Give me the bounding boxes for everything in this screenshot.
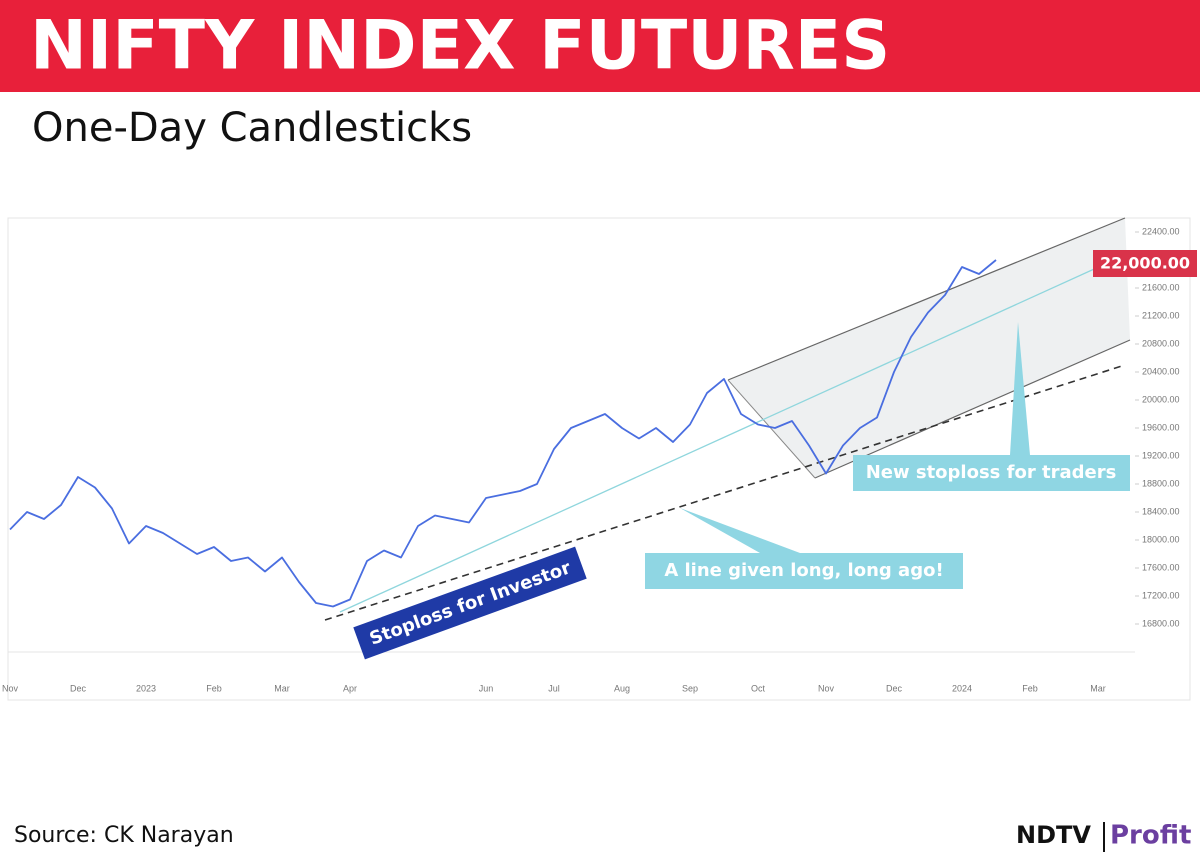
y-tick-label: 17200.00: [1142, 590, 1180, 600]
x-tick-label: Apr: [343, 683, 357, 693]
annotation-box: [645, 553, 963, 589]
annotation-group: Stoploss for Investor: [353, 546, 587, 660]
x-tick-label: Dec: [70, 683, 87, 693]
annotation: A line given long, long ago!: [664, 560, 943, 581]
x-tick-label: Aug: [614, 683, 630, 693]
x-tick-label: Sep: [682, 683, 698, 693]
channel-upper: [727, 217, 1126, 381]
y-tick-label: 21600.00: [1142, 282, 1180, 292]
x-tick-label: 2023: [136, 683, 156, 693]
price-tag-label: 22,000.00: [1100, 254, 1190, 273]
x-tick-label: Dec: [886, 683, 903, 693]
x-tick-label: Oct: [751, 683, 766, 693]
plot-frame: [7, 217, 1191, 701]
chart-title: NIFTY INDEX FUTURES: [30, 7, 890, 86]
x-tick-label: Mar: [1090, 683, 1106, 693]
x-tick-label: Nov: [818, 683, 835, 693]
price-tag: [1093, 250, 1197, 277]
y-tick-label: 19600.00: [1142, 422, 1180, 432]
x-tick-label: Jun: [479, 683, 494, 693]
plot: 16800.00 17200.00 17600.00 18000.00 18400.00…: [2, 226, 1180, 693]
x-tick-label: Feb: [1022, 683, 1038, 693]
y-tick-label: 21200.00: [1142, 310, 1180, 320]
median-line: [339, 254, 1126, 613]
chart-subtitle: One-Day Candlesticks: [32, 105, 472, 151]
y-tick-label: 18800.00: [1142, 478, 1180, 488]
y-tick-label: 22400.00: [1142, 226, 1180, 236]
x-tick-label: Mar: [274, 683, 290, 693]
x-tick-label: Jul: [548, 683, 560, 693]
y-tick-label: 18400.00: [1142, 506, 1180, 516]
y-tick-label: 20800.00: [1142, 338, 1180, 348]
annotation: New stoploss for traders: [866, 462, 1117, 483]
channel-connector: [727, 379, 816, 479]
x-tick-label: Feb: [206, 683, 222, 693]
x-tick-label: Nov: [2, 683, 19, 693]
y-tick-label: 16800.00: [1142, 618, 1180, 628]
x-tick-label: 2024: [952, 683, 972, 693]
title-bar: [0, 0, 1200, 92]
pointer: [1010, 322, 1030, 455]
y-tick-label: 20400.00: [1142, 366, 1180, 376]
source: Source: CK Narayan: [14, 823, 234, 848]
pointer: [680, 508, 800, 553]
brand-ndtv: NDTV: [1016, 821, 1091, 849]
annotation: Stoploss for Investor: [367, 557, 574, 649]
annotation-box: [853, 455, 1130, 491]
y-tick-label: 18000.00: [1142, 534, 1180, 544]
brand-profit: Profit: [1110, 821, 1191, 851]
annotation-box: [353, 546, 587, 660]
long-term-line: [324, 364, 1126, 621]
channel-fill: [728, 218, 1130, 478]
y-tick-label: 17600.00: [1142, 562, 1180, 572]
y-tick-label: 19200.00: [1142, 450, 1180, 460]
series-line: [9, 259, 997, 608]
y-tick-label: 20000.00: [1142, 394, 1180, 404]
